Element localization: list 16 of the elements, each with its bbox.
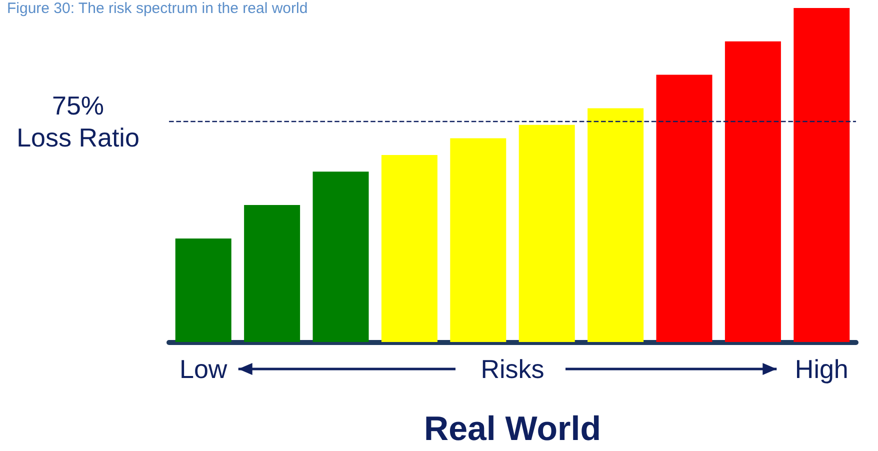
bar (450, 138, 506, 342)
x-axis-title: Real World (424, 410, 601, 448)
chart-title: Figure 30: The risk spectrum in the real world (7, 0, 308, 17)
bar (312, 172, 369, 342)
bar (244, 205, 300, 342)
bar (381, 154, 438, 342)
bar (794, 8, 850, 342)
bar (656, 74, 712, 342)
text: Risks (480, 354, 544, 384)
ref-line-label: 75% Loss Ratio (16, 90, 140, 153)
text: High (794, 354, 848, 384)
bar (518, 124, 575, 342)
bar (175, 238, 232, 342)
bar (588, 108, 644, 342)
text: Low (180, 354, 228, 384)
bar (724, 41, 781, 342)
